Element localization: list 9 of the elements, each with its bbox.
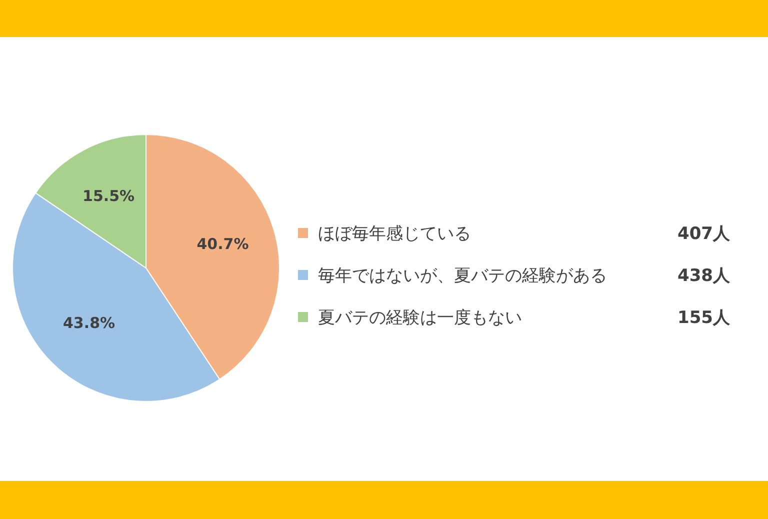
data-label: 40.7%: [196, 234, 249, 253]
data-label: 43.8%: [62, 314, 116, 332]
text: 155人: [678, 306, 730, 328]
legend-label: 夏バテの経験は一度もない: [318, 306, 523, 328]
text: 407人: [678, 222, 730, 244]
legend-label: 毎年ではないが、夏バテの経験がある: [318, 264, 608, 286]
text: 438人: [678, 264, 730, 286]
data-label: 15.5%: [82, 187, 135, 206]
legend-label: ほぼ毎年感じている: [318, 222, 472, 244]
